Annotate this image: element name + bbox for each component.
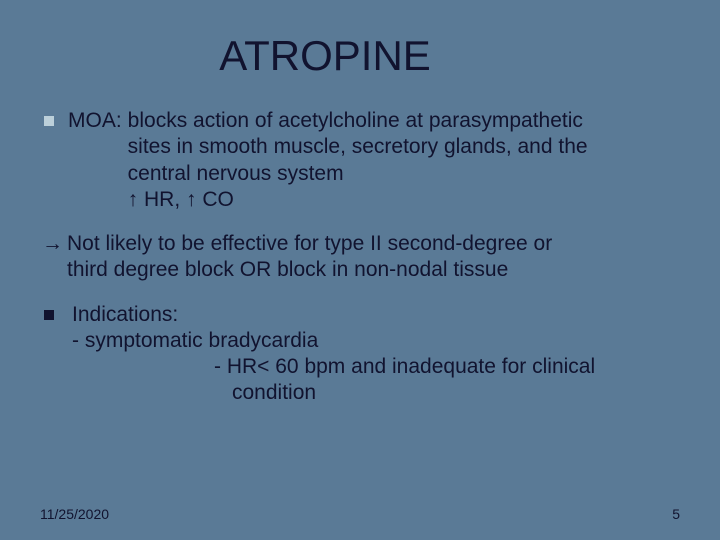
arrow-icon: → <box>42 231 63 284</box>
indications-body: Indications: - symptomatic bradycardia -… <box>72 302 595 407</box>
indications-row: Indications: - symptomatic bradycardia -… <box>40 302 680 407</box>
indications-sub1: - symptomatic bradycardia <box>72 328 595 354</box>
indications-header: Indications: <box>72 303 178 326</box>
note-row: → Not likely to be effective for type II… <box>40 231 680 284</box>
moa-line4: ↑ HR, ↑ CO <box>128 187 588 213</box>
moa-line3: central nervous system <box>128 161 588 187</box>
moa-label: MOA: <box>68 108 122 213</box>
slide-title: ATROPINE <box>0 0 720 108</box>
footer-page-number: 5 <box>672 506 680 522</box>
indications-sub2a: - HR< 60 bpm and inadequate for clinical <box>72 354 595 380</box>
footer-date: 11/25/2020 <box>40 506 109 522</box>
slide-content: MOA: blocks action of acetylcholine at p… <box>0 108 720 407</box>
black-square-bullet-icon <box>44 310 54 320</box>
square-bullet-icon <box>44 116 54 126</box>
moa-body: blocks action of acetylcholine at parasy… <box>128 108 588 213</box>
moa-line1: blocks action of acetylcholine at parasy… <box>128 109 583 132</box>
moa-block: MOA: blocks action of acetylcholine at p… <box>68 108 588 213</box>
moa-row: MOA: blocks action of acetylcholine at p… <box>40 108 680 213</box>
note-line1: Not likely to be effective for type II s… <box>67 232 552 255</box>
moa-line2: sites in smooth muscle, secretory glands… <box>128 134 588 160</box>
indications-sub2b: condition <box>72 380 595 406</box>
slide-footer: 11/25/2020 5 <box>40 506 680 522</box>
note-line2: third degree block OR block in non-nodal… <box>67 257 552 283</box>
note-body: Not likely to be effective for type II s… <box>67 231 552 284</box>
